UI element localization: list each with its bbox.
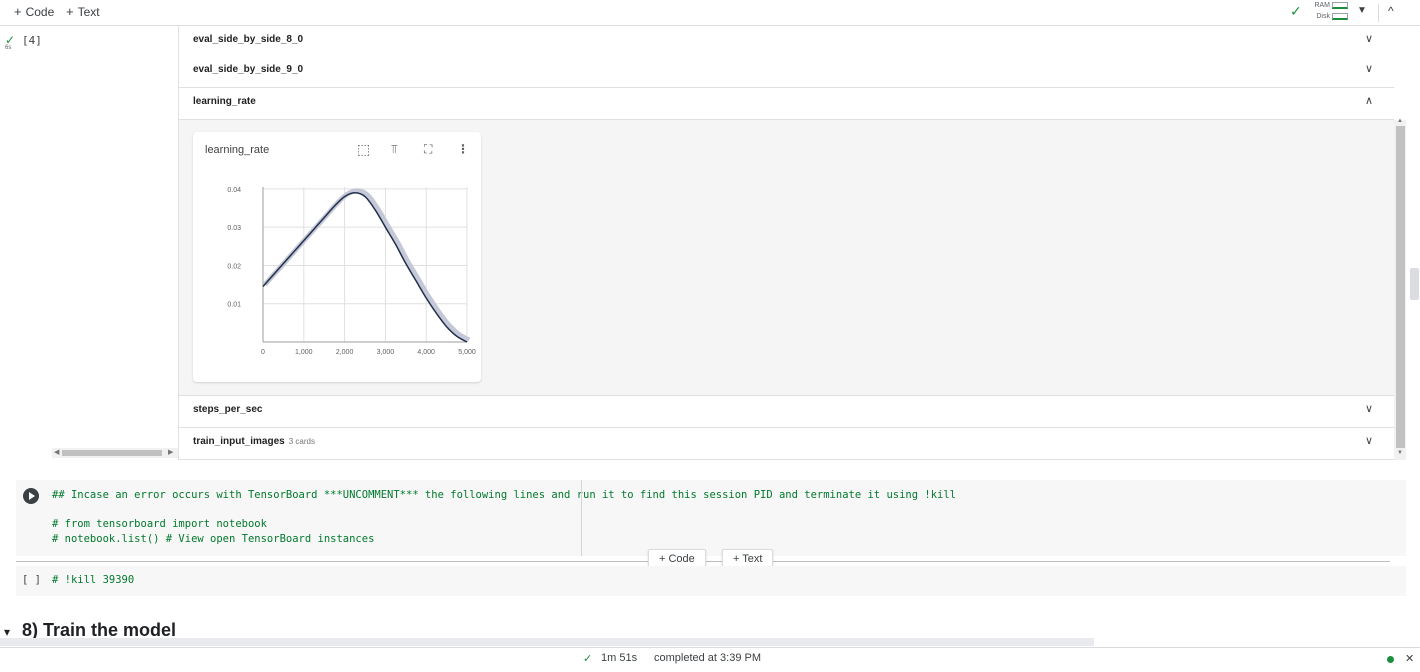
cell-exec-count[interactable]: [ ] [22,574,41,586]
chart-title: learning_rate [205,144,270,156]
chart-axes [262,187,467,343]
add-code-label: Code [25,5,55,19]
series-line [262,191,468,343]
scroll-left-arrow-icon[interactable]: ◀ [54,449,60,456]
x-tick-label: 4,000 [417,349,435,356]
horizontal-scrollbar-thumb[interactable] [62,450,162,456]
y-tick-label: 0.01 [227,302,241,309]
pin-icon[interactable]: ⫪ [391,142,398,156]
accordion-label: steps_per_sec [193,404,263,415]
page-scrollbar-thumb[interactable] [1410,268,1419,300]
y-tick-label: 0.03 [227,225,241,232]
code-line[interactable]: # !kill 39390 [52,574,135,586]
y-tick-label: 0.04 [227,187,241,194]
x-tick-label: 0 [261,349,265,356]
add-code-button[interactable]: + Code [14,4,55,19]
connection-status-dot [1387,656,1394,663]
tensorboard-output-panel: eval_side_by_side_8_0 ∨ eval_side_by_sid… [178,26,1394,460]
accordion-label: train_input_images [193,436,285,447]
status-completed-text: completed at 3:39 PM [654,652,762,664]
code-line[interactable]: # notebook.list() # View open TensorBoar… [52,533,375,545]
fit-domain-icon[interactable]: ⬚ [357,141,371,157]
card-count: 3 cards [288,437,315,446]
run-cell-button[interactable] [23,488,39,504]
scalar-chart-card: learning_rate ⬚ ⫪ ⛶ ⋮ 0 1,000 2,000 3,000 4,… [193,132,481,382]
resources-labels[interactable]: RAM Disk [1306,0,1330,22]
bottom-horizontal-scrollbar[interactable] [0,638,1094,646]
learning-rate-chart: 0 1,000 2,000 3,000 4,000 5,000 0.01 0.02 0.03 0.… [227,187,475,356]
collapse-toolbar-icon[interactable]: ^ [1388,4,1394,18]
chart-ticks: 0 1,000 2,000 3,000 4,000 5,000 0.01 0.02 0.03 0.… [227,187,475,356]
disk-usage-bar[interactable] [1332,13,1348,20]
y-tick-label: 0.02 [227,263,241,270]
accordion-row-eval-side-by-side-9[interactable]: eval_side_by_side_9_0 ∨ [179,56,1394,88]
cell-exec-count: [4] [22,34,42,47]
cell-success-check-icon: ✓ [5,33,16,47]
fullscreen-icon[interactable]: ⛶ [424,142,433,156]
runtime-dropdown-icon[interactable]: ▼ [1357,5,1367,16]
add-text-label: Text [77,5,100,19]
chevron-down-icon[interactable]: ∨ [1365,33,1374,45]
add-text-button[interactable]: + Text [66,4,100,19]
accordion-row-eval-side-by-side-8[interactable]: eval_side_by_side_8_0 ∨ [179,26,1394,58]
code-line[interactable]: # from tensorboard import notebook [52,518,267,530]
accordion-row-learning-rate[interactable]: learning_rate ∧ [179,88,1394,120]
chevron-down-icon[interactable]: ∨ [1365,63,1374,75]
ram-label: RAM [1314,2,1330,9]
learning-rate-cards-area: learning_rate ⬚ ⫪ ⛶ ⋮ 0 1,000 2,000 3,000 4,… [179,120,1394,396]
more-vert-icon[interactable]: ⋮ [457,142,469,156]
status-bar: ✓ 1m 51s completed at 3:39 PM ✕ [0,647,1420,672]
section-heading: 8) Train the model [22,620,177,640]
chevron-down-icon[interactable]: ∨ [1365,435,1374,447]
chevron-up-icon[interactable]: ∧ [1365,95,1374,107]
close-status-icon[interactable]: ✕ [1405,653,1415,665]
scroll-up-arrow-icon[interactable]: ▲ [1397,118,1403,124]
code-ruler [581,480,582,556]
code-cell[interactable]: [ ] # !kill 39390 [16,566,1406,596]
x-tick-label: 5,000 [458,349,476,356]
toolbar-divider [1378,4,1379,22]
status-check-icon: ✓ [583,653,593,665]
disk-label: Disk [1316,13,1330,20]
accordion-row-steps-per-sec[interactable]: steps_per_sec ∨ [179,396,1394,428]
chart-grid [262,187,468,342]
ram-usage-bar[interactable] [1332,2,1348,9]
code-cell[interactable]: ## Incase an error occurs with TensorBoa… [16,480,1406,556]
accordion-label: eval_side_by_side_9_0 [193,64,304,75]
accordion-label: learning_rate [193,96,256,107]
connected-check-icon: ✓ [1290,3,1302,19]
scroll-down-arrow-icon[interactable]: ▼ [1397,450,1403,456]
cell-exec-time: 6s [5,45,12,51]
notebook-toolbar: + Code + Text ✓ RAM Disk ▼ ^ [0,0,1420,26]
accordion-label: eval_side_by_side_8_0 [193,34,304,45]
x-tick-label: 2,000 [336,349,354,356]
chevron-down-icon[interactable]: ∨ [1365,403,1374,415]
x-tick-label: 3,000 [377,349,395,356]
scroll-right-arrow-icon[interactable]: ▶ [168,449,174,456]
status-exec-time: 1m 51s [601,652,638,664]
code-line[interactable]: ## Incase an error occurs with TensorBoa… [52,489,956,501]
output-scrollbar-thumb[interactable] [1396,126,1405,448]
x-tick-label: 1,000 [295,349,313,356]
accordion-row-train-input-images[interactable]: train_input_images 3 cards ∨ [179,428,1394,460]
section-collapse-icon[interactable]: ▾ [4,625,11,639]
chart-series [262,188,471,343]
